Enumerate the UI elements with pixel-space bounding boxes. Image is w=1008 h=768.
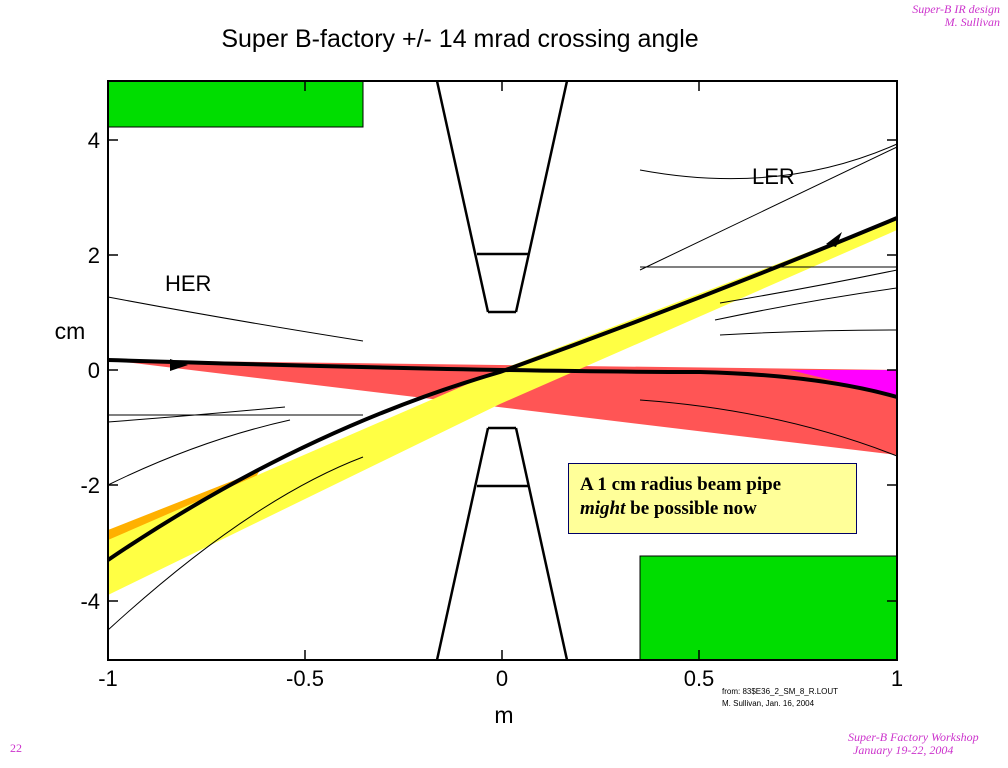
vertex-chamber-lower (435, 426, 569, 661)
vertex-chamber-upper (435, 80, 569, 314)
ler-direction-arrow (826, 232, 842, 247)
stay-clear-lines (107, 143, 898, 631)
footer-credit: Super-B Factory Workshop January 19-22, … (848, 731, 1008, 757)
credit-line-1: from: 83$E36_2_SM_8_R.LOUT (722, 687, 839, 696)
x-tick-label: 1 (891, 666, 903, 691)
y-tick-label: 2 (88, 243, 100, 268)
header-line-2: M. Sullivan (944, 15, 1000, 29)
header-line-1: Super-B IR design (912, 2, 1000, 16)
magnet-block-top-left (107, 80, 364, 128)
y-tick-label: -4 (80, 589, 100, 614)
x-tick-label: -0.5 (286, 666, 324, 691)
annotation-line-2-rest: be possible now (625, 498, 757, 519)
her-beam-fan (108, 360, 897, 455)
x-tick-label: 0 (496, 666, 508, 691)
header-credit: Super-B IR design M. Sullivan (912, 3, 1000, 29)
x-axis-label: m (494, 702, 513, 728)
magnet-block-bottom-right (639, 555, 898, 661)
footer-line-1: Super-B Factory Workshop (848, 730, 979, 744)
ler-beam-fan (108, 218, 897, 595)
annotation-italic-word: might (580, 498, 626, 519)
x-tick-label: 0.5 (684, 666, 715, 691)
beam-pipe-annotation: A 1 cm radius beam pipe might be possibl… (568, 463, 857, 534)
her-label: HER (165, 271, 211, 296)
y-tick-label: 4 (88, 128, 100, 153)
chart-title: Super B-factory +/- 14 mrad crossing ang… (221, 25, 699, 53)
y-tick-label: 0 (88, 358, 100, 383)
annotation-line-1: A 1 cm radius beam pipe (580, 474, 782, 495)
annotation-line-2: might be possible now (580, 497, 856, 521)
ler-orbit (106, 216, 898, 562)
page-number: 22 (10, 741, 22, 755)
credit-line-2: M. Sullivan, Jan. 16, 2004 (722, 699, 815, 708)
y-axis-label: cm (55, 318, 86, 344)
her-direction-arrow (170, 359, 188, 371)
her-orbit (107, 358, 898, 399)
axis-ticks (108, 81, 897, 660)
y-tick-label: -2 (80, 473, 100, 498)
plot-credit: from: 83$E36_2_SM_8_R.LOUT M. Sullivan, … (722, 686, 838, 710)
x-tick-label: -1 (98, 666, 118, 691)
footer-line-2: January 19-22, 2004 (853, 743, 954, 757)
ler-label: LER (752, 164, 795, 189)
